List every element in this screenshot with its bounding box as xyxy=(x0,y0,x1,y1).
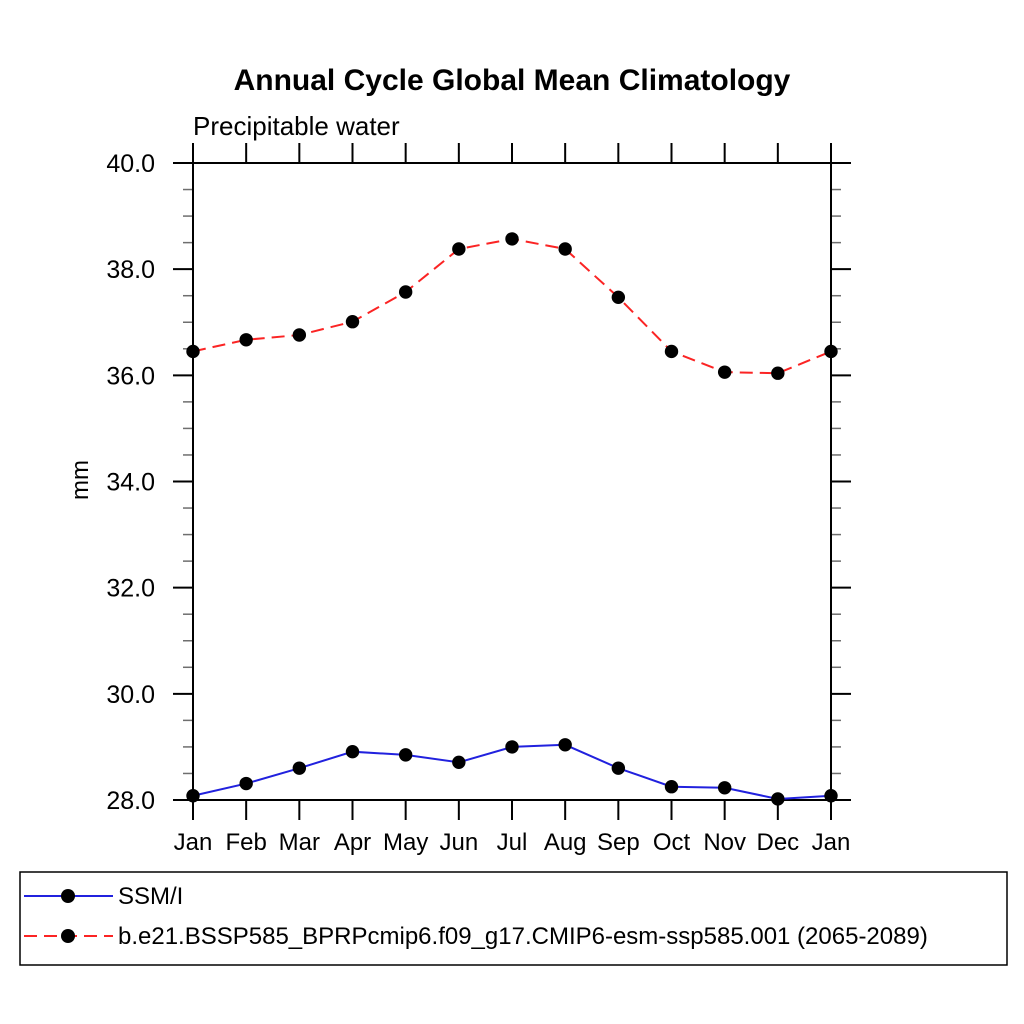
legend: SSM/I b.e21.BSSP585_BPRPcmip6.f09_g17.CM… xyxy=(19,871,1008,966)
legend-marker-model xyxy=(61,929,75,943)
data-point-0 xyxy=(664,780,679,794)
data-point-1 xyxy=(558,242,572,256)
legend-marker-ssmi xyxy=(61,889,75,903)
x-tick-label: Jun xyxy=(439,829,478,856)
x-tick-label: Aug xyxy=(544,829,587,856)
data-point-1 xyxy=(292,328,307,342)
x-tick-label: Oct xyxy=(653,829,691,856)
series-line-1 xyxy=(192,237,832,375)
y-tick-label: 28.0 xyxy=(106,787,155,815)
legend-label-model: b.e21.BSSP585_BPRPcmip6.f09_g17.CMIP6-es… xyxy=(118,923,928,950)
data-point-0 xyxy=(398,748,413,762)
data-point-1 xyxy=(717,365,732,379)
plot-border xyxy=(192,162,832,801)
data-point-1 xyxy=(611,290,626,305)
y-axis-label: mm xyxy=(67,460,94,500)
plot-area: 28.0 30.0 32.0 34.0 36.0 38.0 40.0 Jan Feb Mar Apr… xyxy=(106,143,851,856)
data-point-1 xyxy=(239,333,253,347)
x-tick-label: Sep xyxy=(597,829,640,856)
x-tick-label: Mar xyxy=(279,829,320,856)
data-point-0 xyxy=(292,761,307,775)
x-tick-label: Jan xyxy=(174,829,213,856)
data-point-0 xyxy=(824,789,838,803)
x-tick-label: Nov xyxy=(703,829,746,856)
data-point-0 xyxy=(239,776,253,791)
chart-subtitle: Precipitable water xyxy=(193,111,400,141)
data-point-0 xyxy=(345,744,360,759)
x-tick-label: Jul xyxy=(497,829,528,856)
data-point-1 xyxy=(345,315,360,329)
legend-item-model: b.e21.BSSP585_BPRPcmip6.f09_g17.CMIP6-es… xyxy=(24,923,928,950)
y-tick-label: 36.0 xyxy=(106,362,155,390)
x-tick-label: Feb xyxy=(225,829,266,856)
data-point-1 xyxy=(452,242,466,256)
legend-box xyxy=(19,871,1008,966)
x-tick-label: Dec xyxy=(756,829,799,856)
chart-title: Annual Cycle Global Mean Climatology xyxy=(234,64,791,97)
data-point-0 xyxy=(558,738,572,752)
x-tick-label: May xyxy=(383,829,428,856)
data-point-1 xyxy=(505,232,519,246)
data-point-1 xyxy=(824,344,838,359)
data-point-0 xyxy=(452,755,466,770)
y-tick-label: 32.0 xyxy=(106,575,155,603)
data-point-0 xyxy=(186,789,200,803)
y-tick-label: 40.0 xyxy=(106,150,155,178)
x-tick-label: Jan xyxy=(812,829,851,856)
legend-item-ssmi: SSM/I xyxy=(24,883,183,910)
data-point-1 xyxy=(664,344,679,359)
x-tick-label: Apr xyxy=(334,829,371,856)
y-tick-label: 30.0 xyxy=(106,681,155,709)
data-point-0 xyxy=(771,792,785,806)
y-tick-label: 34.0 xyxy=(106,469,155,497)
data-point-0 xyxy=(505,740,519,754)
data-point-0 xyxy=(717,781,732,795)
data-point-0 xyxy=(611,761,626,775)
data-point-1 xyxy=(398,285,413,299)
data-point-1 xyxy=(771,366,785,380)
y-tick-label: 38.0 xyxy=(106,256,155,284)
data-point-1 xyxy=(186,344,200,359)
legend-label-ssmi: SSM/I xyxy=(118,883,183,910)
